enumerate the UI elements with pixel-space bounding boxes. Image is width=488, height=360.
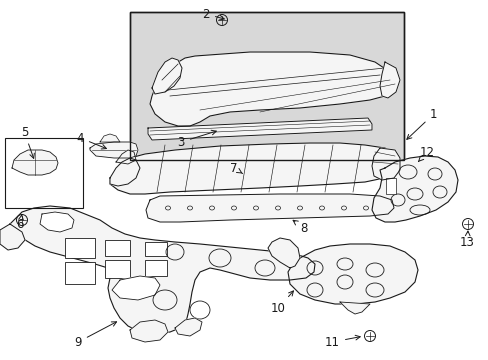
- Polygon shape: [112, 276, 160, 300]
- Text: 4: 4: [76, 131, 106, 149]
- Polygon shape: [287, 244, 417, 304]
- Text: 8: 8: [292, 220, 307, 234]
- Bar: [5, 138, 83, 208]
- Polygon shape: [152, 58, 182, 94]
- Bar: [130, 12, 403, 160]
- Bar: [385, 178, 395, 194]
- Text: 7: 7: [229, 162, 242, 175]
- Polygon shape: [371, 156, 457, 222]
- Text: 1: 1: [406, 108, 437, 139]
- Bar: [105, 260, 130, 278]
- Text: 10: 10: [270, 291, 293, 315]
- Polygon shape: [148, 118, 371, 140]
- Text: 6: 6: [17, 215, 24, 230]
- Text: 3: 3: [177, 130, 216, 149]
- Polygon shape: [12, 150, 58, 175]
- Text: 11: 11: [325, 335, 360, 348]
- Text: 9: 9: [74, 322, 116, 348]
- Polygon shape: [371, 148, 399, 180]
- Polygon shape: [100, 134, 120, 142]
- Polygon shape: [110, 143, 397, 194]
- Text: 13: 13: [459, 231, 474, 248]
- Bar: [105, 240, 130, 256]
- Polygon shape: [379, 62, 399, 98]
- Polygon shape: [40, 212, 74, 232]
- Bar: [145, 260, 167, 276]
- Text: 5: 5: [20, 126, 34, 158]
- Polygon shape: [175, 318, 202, 336]
- Polygon shape: [110, 158, 140, 186]
- Bar: [145, 242, 167, 256]
- Text: 12: 12: [418, 145, 434, 161]
- Polygon shape: [267, 238, 299, 268]
- Polygon shape: [10, 206, 314, 334]
- Polygon shape: [146, 194, 393, 222]
- Polygon shape: [339, 302, 369, 314]
- Bar: [130, 12, 403, 160]
- Bar: [65, 238, 95, 258]
- Polygon shape: [150, 52, 394, 126]
- Text: 2: 2: [202, 8, 224, 21]
- Bar: [65, 262, 95, 284]
- Polygon shape: [90, 142, 138, 158]
- Polygon shape: [116, 150, 136, 164]
- Polygon shape: [130, 320, 168, 342]
- Polygon shape: [0, 224, 25, 250]
